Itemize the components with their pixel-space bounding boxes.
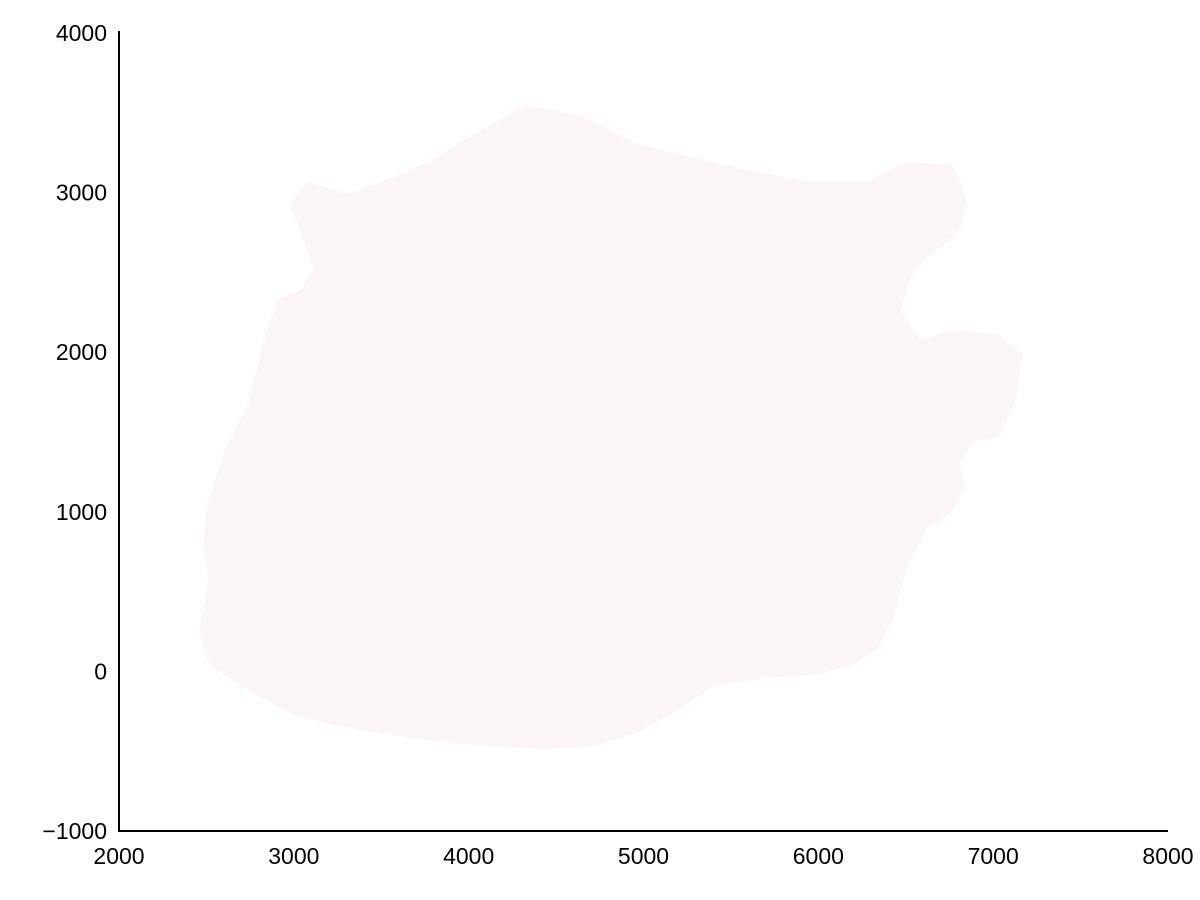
- x-tick-label: 6000: [793, 843, 844, 869]
- y-tick-label: 2000: [56, 339, 107, 365]
- x-axis-ticks: 2000 3000 4000 5000 6000 7000 8000: [93, 843, 1193, 869]
- x-tick-label: 5000: [618, 843, 669, 869]
- x-tick-label: 4000: [443, 843, 494, 869]
- y-tick-label: −1000: [42, 818, 107, 844]
- x-tick-label: 3000: [268, 843, 319, 869]
- x-tick-label: 8000: [1142, 843, 1193, 869]
- y-axis-ticks: 4000 3000 2000 1000 0 −1000: [42, 20, 107, 844]
- plot-area: [199, 104, 1023, 750]
- y-tick-label: 1000: [56, 499, 107, 525]
- x-tick-label: 2000: [93, 843, 144, 869]
- region-area: [199, 104, 1023, 750]
- y-tick-label: 4000: [56, 20, 107, 46]
- x-tick-label: 7000: [968, 843, 1019, 869]
- y-tick-label: 0: [94, 658, 107, 684]
- y-tick-label: 3000: [56, 180, 107, 206]
